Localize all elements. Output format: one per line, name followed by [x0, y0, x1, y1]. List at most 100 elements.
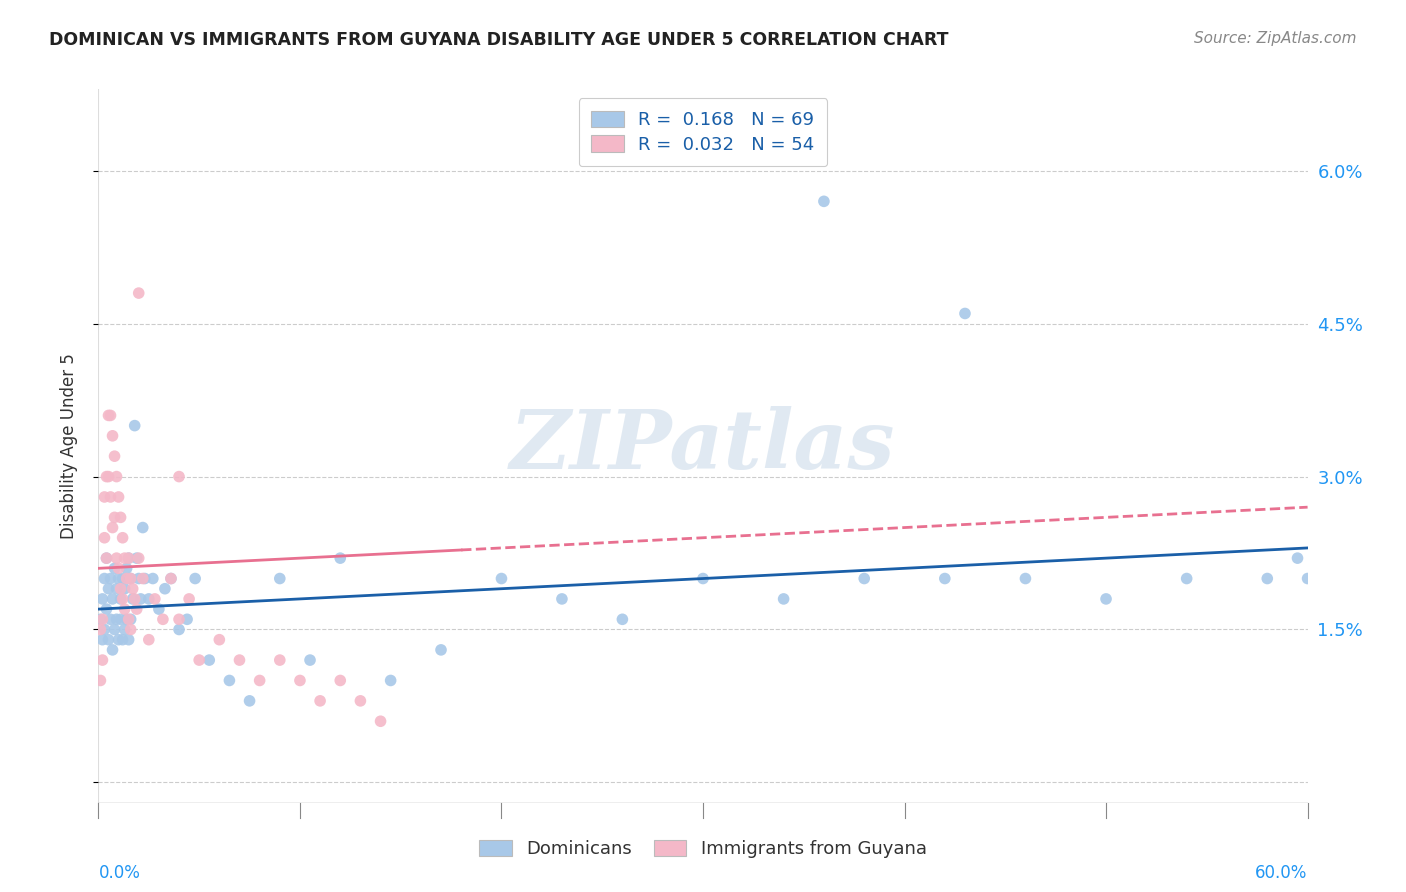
Point — [96, 551, 118, 566]
Point — [120, 572, 142, 586]
Point — [269, 653, 291, 667]
Point — [1256, 572, 1278, 586]
Point — [120, 612, 142, 626]
Point — [288, 673, 311, 688]
Text: ZIPatlas: ZIPatlas — [510, 406, 896, 486]
Point — [160, 572, 183, 586]
Point — [100, 490, 122, 504]
Y-axis label: Disability Age Under 5: Disability Age Under 5 — [59, 353, 77, 539]
Point — [111, 531, 134, 545]
Point — [118, 551, 141, 566]
Point — [91, 632, 114, 647]
Point — [114, 623, 136, 637]
Point — [97, 632, 120, 647]
Point — [153, 582, 176, 596]
Point — [105, 612, 128, 626]
Point — [111, 572, 134, 586]
Point — [89, 612, 111, 626]
Point — [148, 602, 170, 616]
Point — [114, 582, 136, 596]
Point — [118, 612, 141, 626]
Point — [115, 612, 138, 626]
Point — [1175, 572, 1198, 586]
Point — [167, 469, 190, 483]
Point — [101, 591, 124, 606]
Text: Source: ZipAtlas.com: Source: ZipAtlas.com — [1194, 31, 1357, 46]
Point — [107, 561, 129, 575]
Point — [138, 632, 160, 647]
Point — [128, 551, 150, 566]
Point — [370, 714, 392, 729]
Point — [239, 694, 262, 708]
Point — [329, 673, 352, 688]
Point — [89, 673, 111, 688]
Point — [118, 551, 141, 566]
Point — [114, 602, 136, 616]
Point — [93, 531, 115, 545]
Point — [612, 612, 634, 626]
Point — [97, 469, 120, 483]
Point — [105, 469, 128, 483]
Point — [120, 623, 142, 637]
Point — [118, 632, 141, 647]
Point — [132, 572, 155, 586]
Point — [101, 520, 124, 534]
Point — [124, 591, 146, 606]
Point — [1095, 591, 1118, 606]
Point — [100, 612, 122, 626]
Point — [208, 632, 231, 647]
Point — [142, 572, 165, 586]
Point — [93, 572, 115, 586]
Point — [167, 623, 190, 637]
Point — [953, 306, 976, 320]
Legend: Dominicans, Immigrants from Guyana: Dominicans, Immigrants from Guyana — [472, 832, 934, 865]
Point — [134, 572, 156, 586]
Point — [129, 591, 152, 606]
Point — [152, 612, 174, 626]
Point — [329, 551, 352, 566]
Point — [121, 591, 143, 606]
Point — [93, 490, 115, 504]
Point — [772, 591, 794, 606]
Point — [309, 694, 332, 708]
Point — [184, 572, 207, 586]
Point — [105, 582, 128, 596]
Point — [100, 572, 122, 586]
Point — [128, 286, 150, 301]
Point — [103, 449, 125, 463]
Point — [100, 409, 122, 423]
Point — [813, 194, 835, 209]
Point — [1296, 572, 1319, 586]
Point — [692, 572, 714, 586]
Point — [110, 582, 132, 596]
Point — [853, 572, 876, 586]
Text: 0.0%: 0.0% — [98, 864, 141, 882]
Point — [138, 591, 160, 606]
Point — [97, 582, 120, 596]
Point — [128, 572, 150, 586]
Point — [143, 591, 166, 606]
Point — [97, 409, 120, 423]
Point — [349, 694, 371, 708]
Point — [249, 673, 271, 688]
Point — [115, 572, 138, 586]
Point — [111, 591, 134, 606]
Point — [111, 632, 134, 647]
Point — [91, 612, 114, 626]
Point — [120, 572, 142, 586]
Point — [160, 572, 183, 586]
Point — [299, 653, 322, 667]
Point — [114, 551, 136, 566]
Point — [103, 561, 125, 575]
Text: DOMINICAN VS IMMIGRANTS FROM GUYANA DISABILITY AGE UNDER 5 CORRELATION CHART: DOMINICAN VS IMMIGRANTS FROM GUYANA DISA… — [49, 31, 949, 49]
Point — [96, 551, 118, 566]
Point — [110, 591, 132, 606]
Point — [176, 612, 198, 626]
Point — [89, 623, 111, 637]
Point — [107, 632, 129, 647]
Point — [1286, 551, 1309, 566]
Point — [167, 612, 190, 626]
Point — [101, 643, 124, 657]
Point — [380, 673, 402, 688]
Point — [551, 591, 574, 606]
